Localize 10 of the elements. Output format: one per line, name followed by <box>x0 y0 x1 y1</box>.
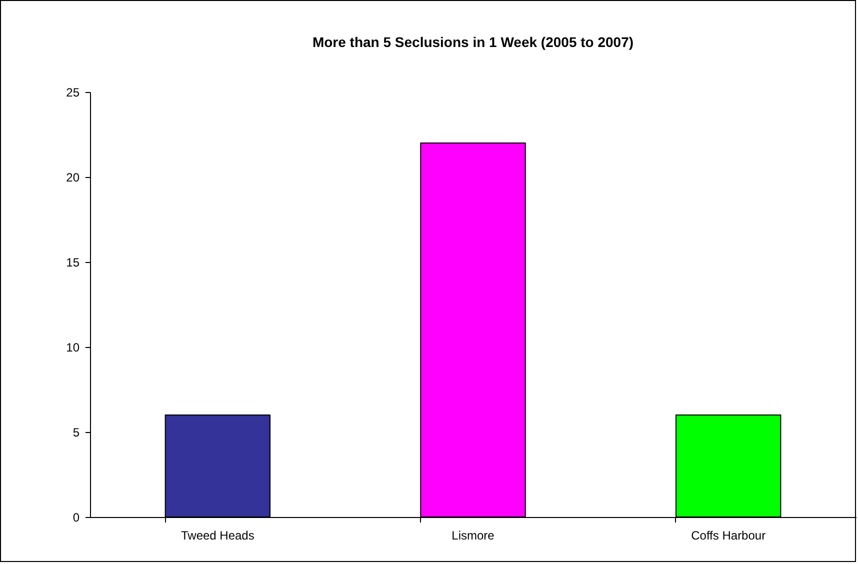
y-tick-label: 25 <box>66 86 80 100</box>
x-tick-label: Tweed Heads <box>180 528 254 542</box>
chart-title: More than 5 Seclusions in 1 Week (2005 to 2007) <box>312 34 634 50</box>
y-tick-label: 0 <box>72 510 80 524</box>
y-tick-label: 10 <box>66 340 80 354</box>
y-tick-label: 5 <box>72 426 80 440</box>
y-tick-label: 20 <box>66 170 80 184</box>
x-tick-label: Coffs Harbour <box>691 528 766 542</box>
y-tick-label: 15 <box>66 256 80 270</box>
x-tick-label: Lismore <box>452 528 495 542</box>
